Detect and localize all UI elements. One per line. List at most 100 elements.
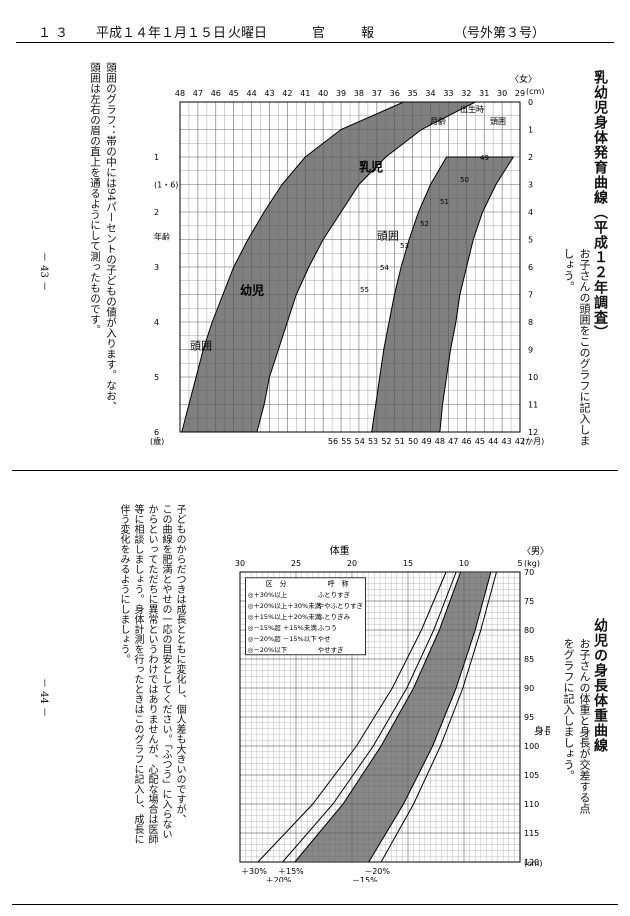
- bmi-chart-note: お子さんの体重と身長が交差する点をグラフに記入しましょう。: [562, 638, 591, 814]
- toddler-x-tick-label: 50: [408, 437, 418, 446]
- toddler-x-tick-label: 42: [515, 437, 525, 446]
- legend-table: [245, 577, 366, 656]
- toddler-x-tick-label: 46: [461, 437, 471, 446]
- x-axis-label: 身長: [534, 724, 550, 737]
- plot-frame: [179, 101, 521, 433]
- month-tick-label: 12: [528, 428, 538, 437]
- series-line: [368, 571, 492, 863]
- height-line-label: 50: [460, 176, 469, 184]
- infant-label: 乳児: [359, 159, 383, 174]
- y-tick-label: 20: [347, 559, 357, 568]
- age-tick-label: 3: [154, 263, 159, 272]
- toddler-x-tick-label: 48: [435, 437, 445, 446]
- legend-header: 呼 称: [328, 579, 349, 588]
- x-tick-label: 75: [524, 597, 534, 606]
- toddler-x-tick-label: 56: [328, 437, 338, 446]
- section-divider: [12, 470, 618, 471]
- x-tick-label: 43: [264, 89, 274, 98]
- date: 平成１４年１月１５日: [96, 26, 227, 41]
- legend-row-name: ふとりぎみ: [318, 612, 351, 621]
- bmi-chart-title: 幼児の身長体重曲線: [592, 618, 608, 753]
- bmi-caption-1: 子どものからだつきは成長とともに変化し、個人差も大きいのですが、: [174, 504, 185, 824]
- x-tick-label: 35: [408, 89, 418, 98]
- series-label: －15%: [352, 876, 378, 882]
- issue-number: （号外第３号）: [454, 26, 546, 41]
- series-line: [380, 571, 497, 863]
- x-tick-label: 110: [524, 800, 539, 809]
- legend-row-name: やせ: [318, 635, 331, 643]
- header-rule: [16, 42, 614, 43]
- x-tick-label: 120: [524, 858, 539, 867]
- normal-band: [294, 572, 491, 862]
- x-tick-label: 38: [354, 89, 364, 98]
- x-tick-label: 95: [524, 713, 534, 722]
- bmi-chart: ＋30%＋20%＋15%－15%－20%70758085909510010511…: [235, 544, 550, 882]
- month-tick-label: 3: [528, 181, 533, 190]
- toddler-x-tick-label: 52: [381, 437, 391, 446]
- age-tick-label: 2: [154, 208, 159, 217]
- bottom-section: 幼児の身長体重曲線 お子さんの体重と身長が交差する点をグラフに記入しましょう。 …: [12, 478, 618, 898]
- toddler-x-tick-label: 45: [475, 437, 485, 446]
- weekday: 火曜日: [228, 26, 268, 41]
- top-section: 乳幼児身体発育曲線（平成１２年調査） お子さんの頭囲をこのグラフに記入しましょう…: [12, 52, 618, 468]
- y-tick-label: 10: [459, 559, 469, 568]
- series-line: [257, 571, 447, 863]
- toddler-headcirc-label: 頭囲: [190, 340, 212, 353]
- toddler-x-tick-label: 53: [368, 437, 378, 446]
- x-tick-label: 47: [193, 89, 203, 98]
- x-tick-label: 33: [443, 89, 453, 98]
- birth-label: 出生時: [460, 104, 484, 114]
- month-tick-label: 4: [528, 208, 533, 217]
- footer-rule: [12, 904, 618, 905]
- headcirc-caption-1: 頭囲のグラフ：帯の中には94パーセントの子どもの値が入ります。なお、: [105, 62, 117, 412]
- legend-row-class: ◎－20%以下: [248, 646, 288, 654]
- legend-row-name: ふとりすぎ: [318, 590, 351, 599]
- y-axis-label: 体重: [330, 544, 350, 557]
- height-line-label: 49: [480, 154, 489, 162]
- month-tick-label: 9: [528, 346, 533, 355]
- x-tick-label: 115: [524, 829, 539, 838]
- x-tick-label: 32: [461, 89, 471, 98]
- month-tick-label: 11: [528, 401, 538, 410]
- height-line-label: 55: [360, 286, 369, 294]
- x-tick-label: 70: [524, 568, 534, 577]
- y-tick-label: 5: [517, 559, 522, 568]
- x-tick-label: 90: [524, 684, 534, 693]
- age-tick-label: 6: [154, 428, 159, 437]
- age-tick-label: (1・6): [154, 181, 178, 190]
- publication-name-2: 報: [361, 26, 375, 41]
- x-tick-label: 34: [425, 89, 435, 98]
- headcirc-chart-title: 乳幼児身体発育曲線（平成１２年調査）: [592, 70, 608, 340]
- height-line-label: 54: [380, 264, 389, 272]
- publication-name-1: 官: [312, 26, 326, 41]
- x-tick-label: 29: [515, 89, 525, 98]
- series-line: [282, 571, 457, 863]
- toddler-x-tick-label: 49: [421, 437, 431, 446]
- month-tick-label: 8: [528, 318, 533, 327]
- series-line: [294, 571, 462, 863]
- height-line-label: 53: [400, 242, 409, 250]
- x-tick-label: 40: [318, 89, 328, 98]
- toddler-x-tick-label: 51: [395, 437, 405, 446]
- series-label: ＋15%: [278, 867, 304, 876]
- x-tick-label: 46: [211, 89, 221, 98]
- month-arrow-label: 月齢: [430, 116, 446, 126]
- y-tick-label: 30: [235, 559, 245, 568]
- y-unit-label: (kg): [524, 559, 540, 568]
- page-header: １３ 平成１４年１月１５日 火曜日 官 報 （号外第３号）: [16, 22, 614, 42]
- legend-row-class: ◎＋15%以上＋20%未満: [248, 612, 322, 621]
- legend-row-class: ◎－20%超 －15%以下: [248, 634, 318, 643]
- plot-frame: [239, 571, 521, 863]
- toddler-label: 幼児: [240, 283, 264, 298]
- month-tick-label: 1: [528, 126, 533, 135]
- bmi-caption-5: 伴う変化をみるようにしましょう。: [118, 504, 129, 664]
- y-tick-label: 15: [403, 559, 413, 568]
- headcirc-chart: 2930313233343536373839404142434445464748…: [150, 73, 544, 446]
- x-tick-label: 45: [229, 89, 239, 98]
- toddler-headcirc-band: [371, 156, 515, 433]
- x-tick-label: 36: [390, 89, 400, 98]
- month-tick-label: 5: [528, 236, 533, 245]
- legend-header: 区 分: [266, 579, 287, 588]
- headcirc-chart-note: お子さんの頭囲をこのグラフに記入しましょう。: [562, 248, 591, 446]
- month-tick-label: 2: [528, 153, 533, 162]
